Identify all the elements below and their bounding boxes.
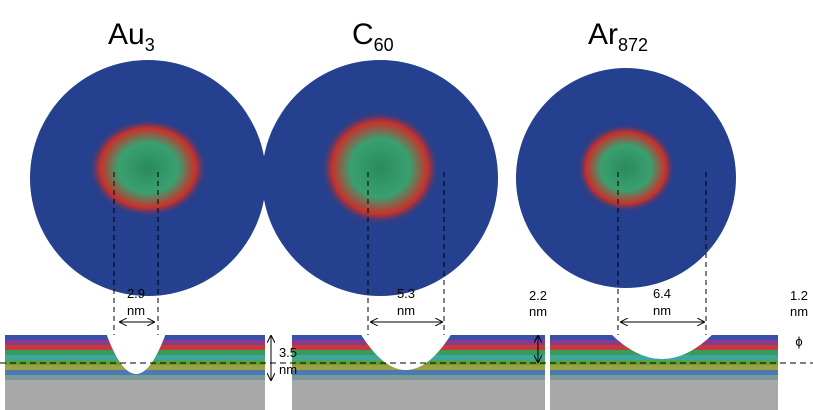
depth-value: 1.2 [790, 288, 808, 303]
width-unit: nm [127, 303, 145, 318]
depth-unit: nm [279, 362, 297, 377]
layer [292, 370, 545, 375]
panel-title: C60 [352, 18, 394, 55]
layer [550, 365, 778, 370]
depth-value: 3.5 [279, 345, 297, 360]
width-value: 2.9 [127, 286, 145, 301]
panel-title: Ar872 [588, 18, 648, 55]
depth-unit: nm [529, 304, 547, 319]
substrate [550, 380, 778, 410]
substrate [5, 380, 265, 410]
layer [292, 375, 545, 380]
layer [5, 375, 265, 380]
impact-region [88, 118, 208, 218]
panel-title: Au3 [108, 18, 155, 55]
impact-region [320, 110, 440, 226]
depth-symbol: ϕ [795, 334, 802, 349]
layer [550, 375, 778, 380]
depth-unit: nm [790, 304, 808, 319]
width-unit: nm [397, 303, 415, 318]
figure: Au3 C60 Ar872 2.9 nm 5.3 nm 6.4 nm 3.5 n… [0, 0, 813, 410]
layer [550, 370, 778, 375]
width-value: 5.3 [397, 286, 415, 301]
substrate [292, 380, 545, 410]
width-unit: nm [653, 303, 671, 318]
depth-value: 2.2 [529, 288, 547, 303]
impact-region [576, 123, 676, 213]
width-value: 6.4 [653, 286, 671, 301]
